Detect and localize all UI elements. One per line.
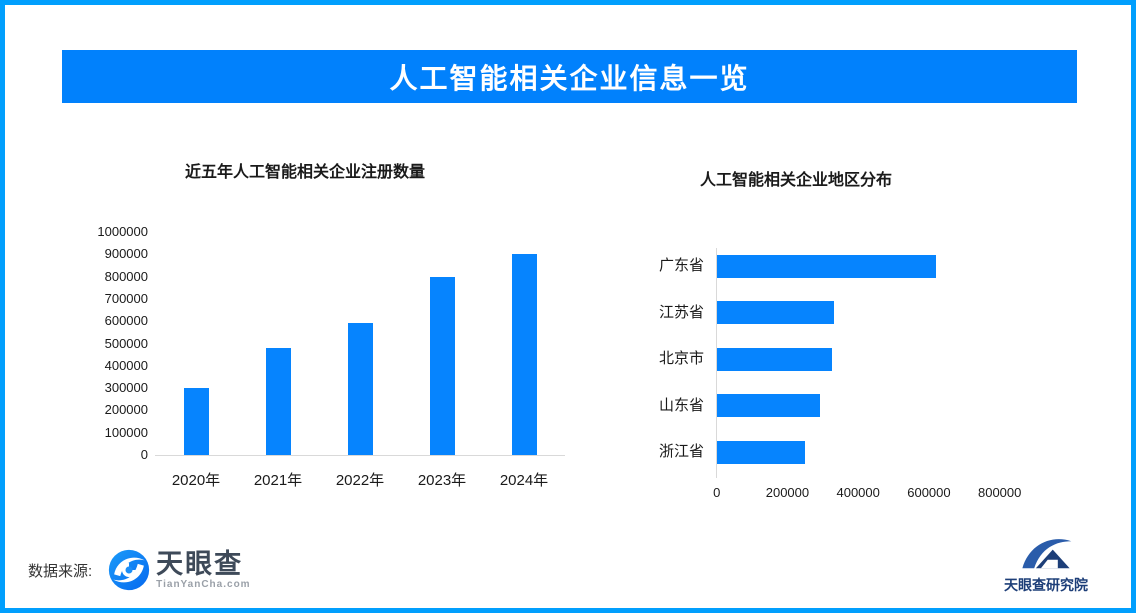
y-tick-label: 900000 [104,246,148,262]
regions-x-axis: 0 200000 400000 600000 800000 [620,485,1090,503]
data-source: 数据来源: 天眼查 TianYanCha.c [28,544,251,596]
regions-plot-area [717,243,1077,473]
tianyancha-name: 天眼查 [156,549,244,579]
region-label: 浙江省 [658,443,704,460]
y-tick-label: 500000 [104,335,148,351]
y-tick-label: 800000 [104,268,148,284]
bar-浙江省 [717,440,806,464]
registrations-x-axis: 2020年 2021年 2022年 2023年 2024年 [155,469,565,489]
tianyancha-logo: 天眼查 TianYanCha.com [108,549,250,591]
x-category-label: 2024年 [499,472,549,489]
region-label: 北京市 [658,350,704,367]
page-title: 人工智能相关企业信息一览 [389,62,750,94]
tianyancha-wordmark: 天眼查 TianYanCha.com [156,550,250,590]
x-category-label: 2020年 [171,472,221,489]
tianyancha-research-icon [1019,534,1073,572]
regions-axis-line [716,248,717,478]
tianyancha-eye-icon [108,549,150,591]
banner: 人工智能相关企业信息一览 [62,50,1077,103]
chart-title-registrations: 近五年人工智能相关企业注册数量 [185,164,426,181]
y-tick-label: 1000000 [97,224,148,239]
bar-江苏省 [717,301,834,324]
y-tick-label: 300000 [104,380,148,396]
region-label: 山东省 [658,396,704,414]
x-tick-label: 800000 [977,485,1022,500]
bar-2021年 [265,347,291,455]
x-tick-label: 400000 [836,485,880,500]
bar-2020年 [183,388,209,455]
bar-2022年 [347,323,373,455]
x-category-label: 2022年 [335,472,385,489]
bar-2023年 [429,276,455,455]
y-tick-label: 600000 [104,313,148,329]
bar-山东省 [717,394,820,417]
y-tick-label: 400000 [104,357,148,373]
registrations-y-axis: 0 100000 200000 300000 400000 500000 600000 700… [85,224,148,462]
y-tick-label: 0 [140,447,148,462]
chart-title-regions: 人工智能相关企业地区分布 [700,172,893,189]
tianyancha-domain: TianYanCha.com [156,579,251,590]
x-category-label: 2023年 [417,472,467,489]
x-category-label: 2021年 [253,472,303,489]
y-tick-label: 100000 [104,424,148,440]
source-label: 数据来源: [28,562,93,580]
y-tick-label: 700000 [104,290,148,306]
research-logo: 天眼查研究院 [996,534,1096,595]
research-name: 天眼查研究院 [1004,577,1088,593]
bar-广东省 [717,254,937,278]
region-label: 广东省 [658,257,704,274]
x-tick-label: 200000 [765,485,810,500]
bar-2024年 [511,254,537,455]
regions-category-labels: 广东省江苏省北京市山东省浙江省 [620,243,710,473]
x-tick-label: 0 [713,485,721,500]
y-tick-label: 200000 [104,402,148,418]
region-label: 江苏省 [658,303,704,321]
x-tick-label: 600000 [907,485,951,500]
bar-北京市 [717,347,832,371]
registrations-plot-area [155,232,565,456]
